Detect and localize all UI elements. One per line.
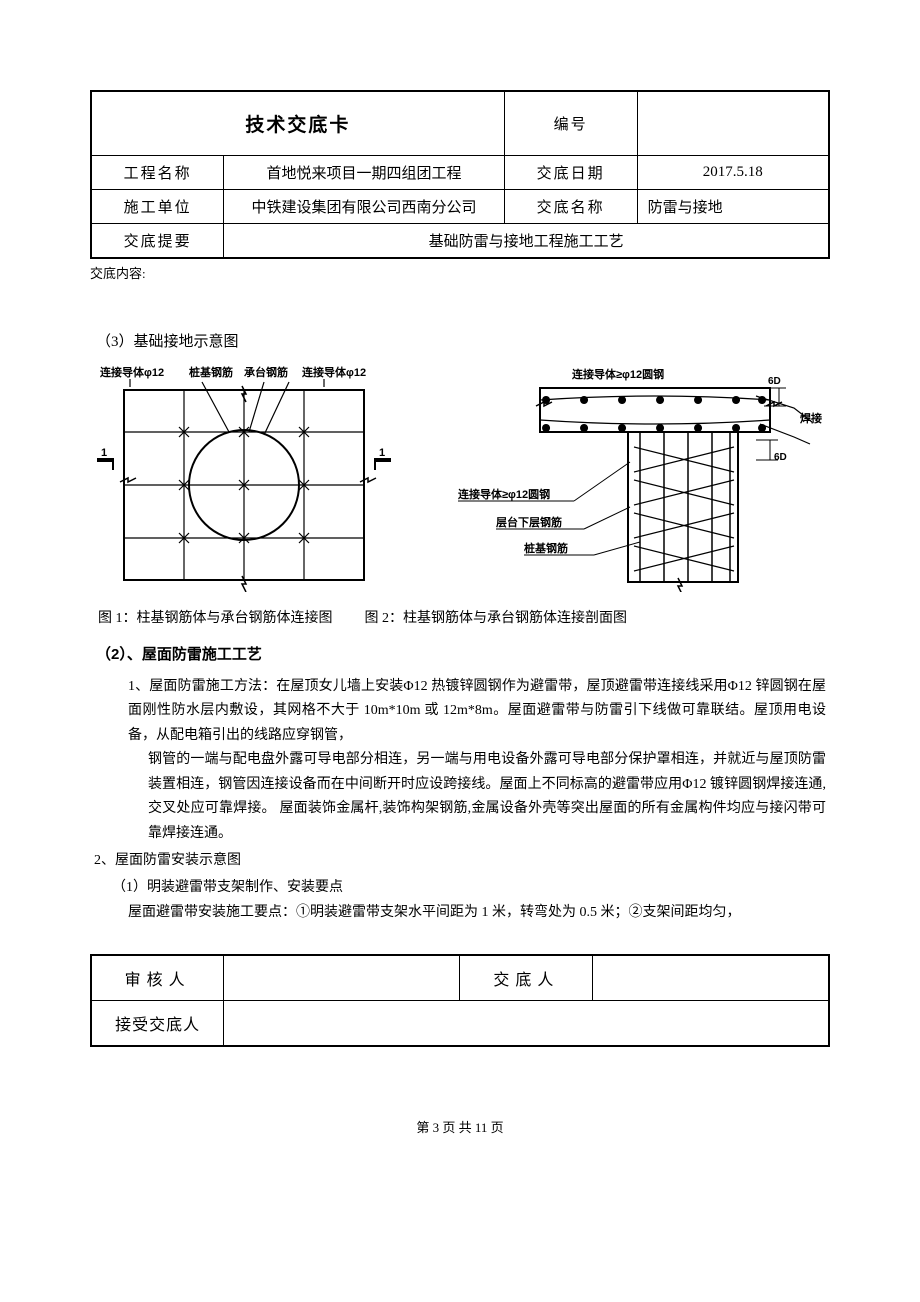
project-value: 首地悦来项目一期四组团工程 (224, 156, 504, 190)
unit-value: 中铁建设集团有限公司西南分公司 (224, 190, 504, 224)
d1-label-c: 承台钢筋 (244, 365, 288, 379)
content-label: 交底内容: (90, 259, 830, 284)
section-2-1b: 钢管的一端与配电盘外露可导电部分相连，另一端与用电设备外露可导电部分保护罩相连，… (94, 748, 826, 846)
d2-label-d: 桩基钢筋 (524, 541, 568, 555)
d1-label-d: 连接导体φ12 (302, 365, 366, 379)
disclosure-label: 交底人 (460, 955, 593, 1001)
summary-value: 基础防雷与接地工程施工工艺 (224, 224, 829, 259)
reviewer-label: 审核人 (91, 955, 224, 1001)
d2-label-e: 焊接 (800, 411, 822, 425)
receiver-value (224, 1000, 829, 1046)
header-table: 技术交底卡 编号 工程名称 首地悦来项目一期四组团工程 交底日期 2017.5.… (90, 90, 830, 259)
date-label: 交底日期 (504, 156, 637, 190)
d1-sec-r: 1 (379, 447, 385, 459)
d1-label-a: 连接导体φ12 (100, 365, 164, 379)
d2-label-f: 6D (768, 376, 781, 387)
diagram-1-caption: 图 1：柱基钢筋体与承台钢筋体连接图 (98, 608, 333, 630)
section-2-2-1: （1）明装避雷带支架制作、安装要点 (112, 877, 826, 899)
reviewer-value (224, 955, 460, 1001)
footer-table: 审核人 交底人 接受交底人 (90, 954, 830, 1047)
d1-label-b: 桩基钢筋 (189, 365, 233, 379)
project-label: 工程名称 (91, 156, 224, 190)
d2-label-a: 连接导体≥φ12圆钢 (572, 367, 664, 381)
diagram-2: 连接导体≥φ12圆钢 (454, 362, 834, 600)
disc-name-value: 防雷与接地 (637, 190, 829, 224)
d2-label-c: 层台下层钢筋 (495, 515, 562, 529)
page-number: 第 3 页 共 11 页 (90, 1117, 830, 1136)
section-2-1: 1、屋面防雷施工方法：在屋顶女儿墙上安装Φ12 热镀锌圆钢作为避雷带，屋顶避雷带… (94, 675, 826, 749)
content-area: （3）基础接地示意图 连接导体φ12 桩基钢筋 承台钢筋 连接导体φ12 (90, 294, 830, 936)
date-value: 2017.5.18 (637, 156, 829, 190)
diagram-2-caption: 图 2：柱基钢筋体与承台钢筋体连接剖面图 (365, 608, 628, 630)
diagram-1: 连接导体φ12 桩基钢筋 承台钢筋 连接导体φ12 (94, 362, 424, 600)
d1-sec-l: 1 (101, 447, 107, 459)
section-3-heading: （3）基础接地示意图 (96, 330, 826, 354)
section-2-title: （2）、屋面防雷施工工艺 (96, 643, 826, 667)
unit-label: 施工单位 (91, 190, 224, 224)
d2-label-b: 连接导体≥φ12圆钢 (458, 487, 550, 501)
summary-label: 交底提要 (91, 224, 224, 259)
number-value (637, 91, 829, 156)
section-2-2: 2、屋面防雷安装示意图 (94, 850, 826, 872)
disc-name-label: 交底名称 (504, 190, 637, 224)
card-title: 技术交底卡 (91, 91, 504, 156)
receiver-label: 接受交底人 (91, 1000, 224, 1046)
section-2-2-1b: 屋面避雷带安装施工要点：①明装避雷带支架水平间距为 1 米，转弯处为 0.5 米… (94, 901, 826, 926)
disclosure-value (593, 955, 829, 1001)
number-label: 编号 (504, 91, 637, 156)
d2-label-g: 6D (774, 452, 787, 463)
